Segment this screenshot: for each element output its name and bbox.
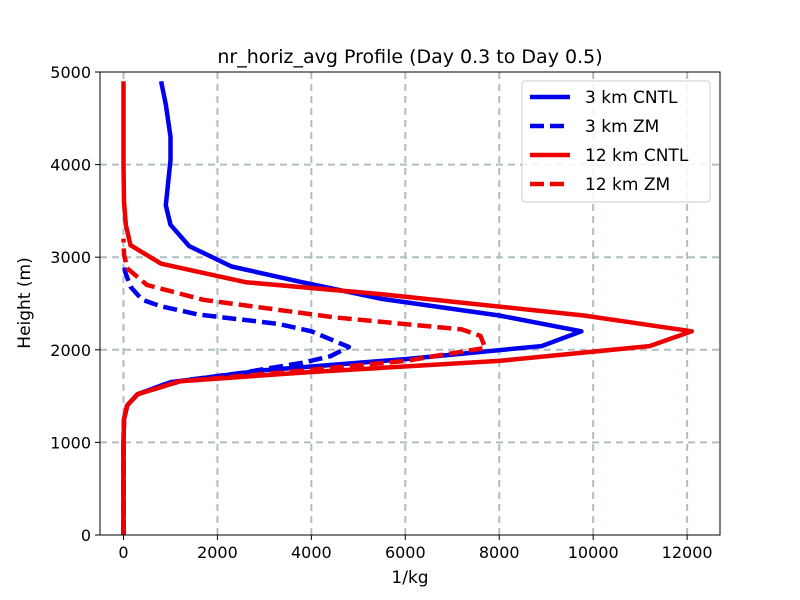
chart-title: nr_horiz_avg Profile (Day 0.3 to Day 0.5… (217, 46, 602, 68)
y-tick-label: 5000 (50, 63, 91, 82)
legend: 3 km CNTL 3 km ZM 12 km CNTL 12 km ZM (521, 80, 711, 203)
y-tick-label: 3000 (50, 248, 91, 267)
x-axis-label: 1/kg (391, 568, 428, 588)
y-axis-ticks: 0 1000 2000 3000 4000 5000 (50, 63, 100, 545)
x-tick-label: 8000 (479, 543, 520, 562)
x-tick-label: 10000 (568, 543, 619, 562)
y-axis-label: Height (m) (15, 257, 35, 348)
x-tick-label: 0 (118, 543, 128, 562)
x-tick-label: 2000 (197, 543, 238, 562)
series-line-12-km-zm (121, 238, 488, 535)
legend-label-12km-zm: 12 km ZM (585, 175, 670, 195)
x-tick-label: 6000 (385, 543, 426, 562)
x-tick-label: 12000 (662, 543, 713, 562)
legend-label-12km-cntl: 12 km CNTL (585, 146, 689, 166)
legend-label-3km-cntl: 3 km CNTL (585, 88, 678, 108)
x-tick-label: 4000 (291, 543, 332, 562)
plot-frame (99, 71, 721, 536)
y-tick-label: 4000 (50, 156, 91, 175)
y-tick-label: 1000 (50, 433, 91, 452)
legend-box (521, 80, 711, 203)
x-axis-ticks: 0 2000 4000 6000 8000 10000 12000 (118, 535, 713, 562)
series-layer (121, 80, 695, 535)
y-tick-label: 0 (81, 526, 91, 545)
legend-label-3km-zm: 3 km ZM (585, 117, 659, 137)
y-tick-label: 2000 (50, 341, 91, 360)
